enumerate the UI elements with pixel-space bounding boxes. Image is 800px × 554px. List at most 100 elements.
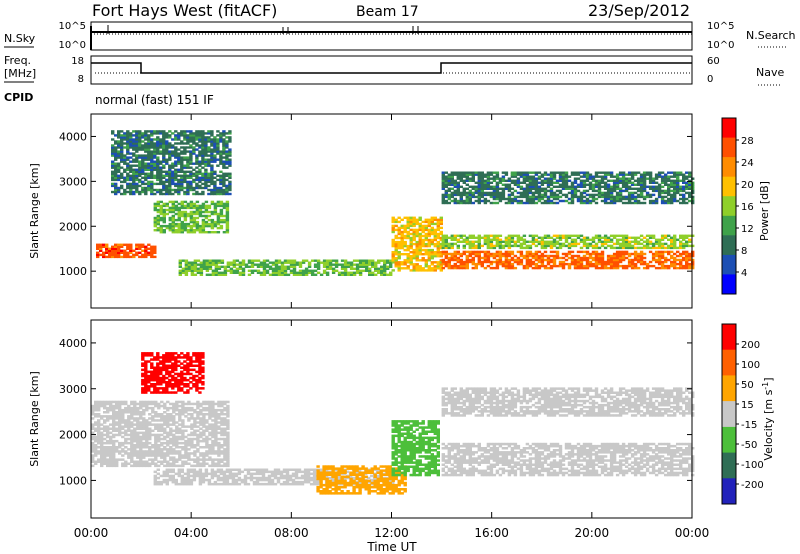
heatmap-cell (397, 255, 401, 258)
heatmap-cell (510, 240, 515, 243)
heatmap-cell (510, 191, 515, 195)
heatmap-cell (304, 259, 309, 262)
colorbar-swatch (722, 157, 736, 178)
heatmap-cell (594, 266, 599, 270)
heatmap-cell (94, 435, 98, 439)
heatmap-cell (507, 246, 512, 250)
heatmap-cell (600, 177, 605, 180)
heatmap-cell (636, 201, 641, 205)
heatmap-cell (498, 195, 503, 199)
colorbar-tick-label: 8 (741, 246, 747, 257)
heatmap-cell (183, 132, 187, 135)
heatmap-cell (456, 187, 460, 190)
heatmap-cell (660, 244, 665, 248)
heatmap-cell (543, 173, 548, 176)
heatmap-cell (126, 190, 130, 194)
heatmap-cell (219, 160, 223, 163)
heatmap-cell (165, 208, 169, 212)
heatmap-cell (603, 238, 608, 241)
heatmap-cell (184, 415, 188, 418)
heatmap-cell (165, 174, 169, 177)
heatmap-cell (430, 261, 434, 264)
heatmap-cell (507, 252, 512, 256)
heatmap-cell (636, 195, 641, 199)
heatmap-cell (145, 423, 149, 426)
heatmap-cell (91, 423, 95, 426)
heatmap-cell (624, 189, 629, 193)
heatmap-cell (597, 266, 602, 270)
heatmap-cell (102, 251, 106, 254)
heatmap-cell (174, 168, 178, 171)
heatmap-cell (171, 204, 175, 208)
heatmap-cell (271, 261, 276, 264)
heatmap-cell (409, 261, 413, 264)
heatmap-cell (450, 236, 454, 239)
heatmap-cell (210, 180, 214, 184)
heatmap-cell (492, 195, 497, 199)
heatmap-cell (151, 458, 155, 461)
heatmap-cell (189, 160, 193, 163)
heatmap-cell (208, 273, 213, 276)
heatmap-cell (199, 413, 203, 416)
heatmap-cell (156, 162, 160, 165)
heatmap-cell (106, 427, 110, 430)
heatmap-cell (195, 226, 200, 230)
heatmap-cell (204, 231, 209, 234)
heatmap-cell (355, 267, 360, 270)
heatmap-cell (195, 206, 200, 210)
heatmap-cell (573, 185, 578, 188)
heatmap-cell (585, 262, 590, 266)
heatmap-cell (106, 431, 110, 435)
heatmap-cell (612, 234, 617, 237)
heatmap-cell (389, 273, 393, 276)
heatmap-cell (169, 417, 173, 420)
heatmap-cell (679, 201, 683, 205)
heatmap-cell (507, 201, 512, 205)
heatmap-cell (187, 265, 192, 268)
heatmap-cell (400, 242, 404, 246)
heatmap-cell (645, 264, 650, 268)
heatmap-cell (135, 160, 139, 163)
heatmap-cell (383, 269, 387, 272)
heatmap-cell (570, 193, 575, 197)
heatmap-cell (543, 201, 548, 205)
heatmap-cell (510, 238, 515, 241)
heatmap-cell (123, 190, 127, 194)
heatmap-cell (168, 130, 172, 133)
heatmap-cell (412, 253, 416, 256)
heatmap-cell (409, 242, 413, 246)
heatmap-cell (465, 187, 469, 190)
heatmap-cell (534, 173, 539, 176)
heatmap-cell (444, 189, 448, 193)
heatmap-cell (136, 460, 140, 463)
heatmap-cell (199, 454, 203, 457)
heatmap-cell (436, 248, 440, 252)
heatmap-cell (190, 261, 195, 264)
heatmap-cell (177, 178, 181, 182)
heatmap-cell (162, 142, 166, 145)
heatmap-cell (145, 437, 149, 441)
heatmap-cell (159, 192, 163, 196)
heatmap-cell (450, 199, 454, 203)
heatmap-cell (162, 164, 166, 167)
heatmap-cell (418, 240, 422, 244)
heatmap-cell (154, 456, 158, 459)
heatmap-cell (474, 195, 478, 199)
heatmap-cell (138, 172, 142, 175)
heatmap-cell (112, 450, 116, 453)
heatmap-cell (190, 427, 194, 430)
heatmap-cell (154, 458, 158, 461)
heatmap-cell (406, 253, 410, 256)
heatmap-cell (427, 240, 431, 244)
heatmap-cell (178, 261, 182, 264)
heatmap-cell (667, 246, 671, 250)
heatmap-cell (377, 269, 381, 272)
heatmap-cell (204, 168, 208, 171)
heatmap-cell (208, 265, 213, 268)
heatmap-cell (636, 193, 641, 197)
heatmap-cell (564, 252, 569, 256)
heatmap-cell (120, 176, 124, 179)
heatmap-cell (679, 236, 683, 239)
heatmap-cell (409, 251, 413, 254)
heatmap-cell (201, 178, 205, 182)
